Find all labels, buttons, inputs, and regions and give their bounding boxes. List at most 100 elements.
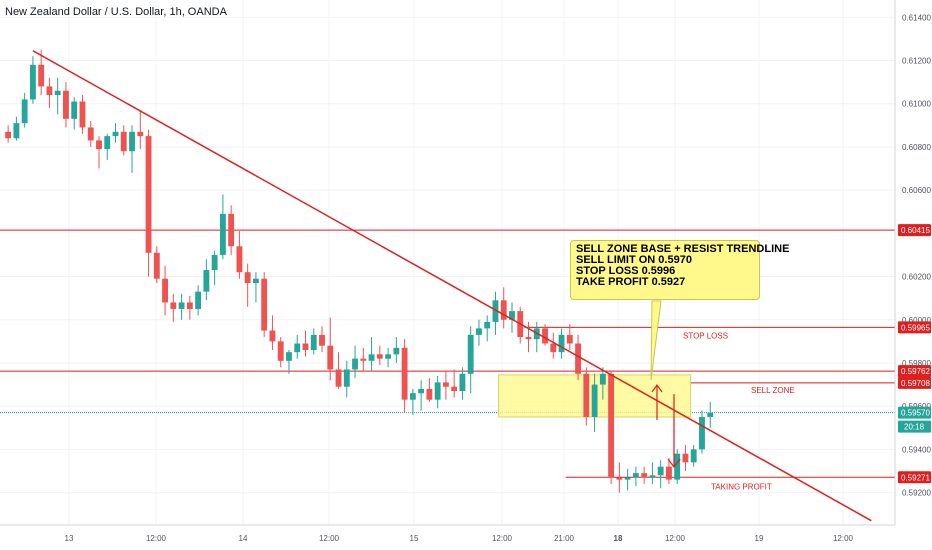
candle-body bbox=[434, 382, 441, 400]
candle bbox=[368, 337, 375, 372]
grid bbox=[0, 0, 895, 525]
candle-body bbox=[96, 140, 102, 150]
candle-body bbox=[269, 330, 276, 342]
candle bbox=[302, 330, 309, 357]
x-tick-label: 21:00 bbox=[554, 534, 575, 543]
candle bbox=[153, 246, 160, 284]
candle bbox=[129, 125, 135, 173]
arrows bbox=[651, 383, 681, 468]
candle-body bbox=[566, 334, 573, 344]
candle bbox=[459, 367, 466, 400]
candle bbox=[104, 133, 111, 160]
candle bbox=[71, 97, 78, 130]
candle-body bbox=[302, 343, 309, 350]
sell-zone-label: SELL ZONE bbox=[751, 386, 795, 395]
candle-body bbox=[145, 136, 152, 253]
candle bbox=[467, 326, 474, 394]
candle-body bbox=[690, 449, 697, 463]
y-tick-label: 0.60000 bbox=[902, 316, 931, 325]
candle-body bbox=[21, 99, 28, 124]
candle bbox=[112, 123, 119, 143]
candle-body bbox=[327, 345, 334, 370]
callout-pointer bbox=[650, 300, 662, 381]
candle-body bbox=[178, 302, 185, 309]
y-tick-label: 0.59200 bbox=[902, 489, 931, 498]
candle-body bbox=[599, 373, 606, 385]
candle-body bbox=[104, 136, 111, 150]
candle-body bbox=[666, 466, 672, 480]
candle-body bbox=[13, 123, 20, 139]
x-tick-label: 12:00 bbox=[319, 534, 340, 543]
candle bbox=[385, 347, 392, 368]
candle-body bbox=[649, 475, 656, 478]
countdown-bg bbox=[898, 420, 931, 433]
candle-body bbox=[162, 278, 168, 303]
candle-body bbox=[228, 213, 235, 247]
y-tick-label: 0.60600 bbox=[902, 186, 931, 195]
candle bbox=[558, 328, 565, 359]
candle bbox=[699, 410, 705, 454]
candle-body bbox=[575, 343, 581, 374]
time-axis-bg bbox=[0, 525, 895, 550]
candle-body bbox=[87, 127, 94, 141]
x-tick-label: 12:00 bbox=[492, 534, 513, 543]
candle bbox=[21, 92, 28, 128]
price-level-tag: 0.59762 bbox=[901, 367, 930, 376]
candle-body bbox=[310, 334, 317, 350]
candles bbox=[5, 49, 714, 493]
candle-body bbox=[641, 473, 648, 478]
candle bbox=[583, 367, 590, 426]
callout-line: TAKE PROFIT 0.5927 bbox=[576, 276, 686, 288]
candle-body bbox=[211, 254, 218, 271]
callout-line: STOP LOSS 0.5996 bbox=[576, 265, 676, 277]
candle bbox=[87, 120, 94, 147]
candle bbox=[294, 334, 301, 359]
candle-body bbox=[195, 291, 202, 309]
candle-body bbox=[319, 334, 325, 346]
y-tick-label: 0.60800 bbox=[902, 143, 931, 152]
current-price-tag: 0.59570 bbox=[901, 409, 930, 418]
candle bbox=[236, 231, 243, 279]
y-tick-label: 0.60200 bbox=[902, 273, 931, 282]
candle bbox=[360, 347, 367, 372]
price-level-tag: 0.59708 bbox=[901, 379, 930, 388]
candle bbox=[376, 345, 383, 366]
candle-body bbox=[5, 131, 12, 139]
candle-body bbox=[203, 270, 210, 292]
candle-body bbox=[591, 384, 598, 417]
candle bbox=[682, 445, 689, 471]
price-level-tag-bg bbox=[898, 376, 931, 389]
candle-body bbox=[244, 272, 251, 284]
trendline bbox=[32, 50, 872, 522]
candle bbox=[492, 291, 499, 335]
candle bbox=[145, 129, 152, 277]
candle-body bbox=[360, 358, 367, 361]
candle bbox=[401, 339, 408, 413]
horizontal-levels: STOP LOSS SELL ZONE TAKING PROFIT bbox=[0, 229, 895, 491]
candle-body bbox=[509, 311, 515, 320]
price-level-tag: 0.59271 bbox=[901, 473, 930, 482]
candle-body bbox=[500, 300, 507, 320]
candle-body bbox=[674, 453, 681, 480]
candle bbox=[137, 110, 144, 150]
candle-body bbox=[46, 86, 53, 96]
candle-body bbox=[476, 328, 482, 335]
candle bbox=[120, 125, 127, 156]
candle bbox=[409, 388, 416, 415]
candle bbox=[211, 250, 218, 286]
candle-body bbox=[29, 64, 36, 100]
candle-body bbox=[442, 382, 449, 387]
candle bbox=[632, 466, 639, 487]
candle bbox=[29, 56, 36, 104]
candle bbox=[476, 319, 482, 346]
price-level-tag: 0.60415 bbox=[901, 226, 930, 235]
y-tick-label: 0.61400 bbox=[902, 13, 931, 22]
y-tick-label: 0.61000 bbox=[902, 100, 931, 109]
candle-body bbox=[277, 341, 284, 361]
current-price-tag-bg bbox=[898, 406, 931, 419]
candle bbox=[228, 205, 235, 255]
candle bbox=[442, 371, 449, 400]
candle bbox=[624, 468, 631, 491]
candle-body bbox=[63, 90, 69, 119]
